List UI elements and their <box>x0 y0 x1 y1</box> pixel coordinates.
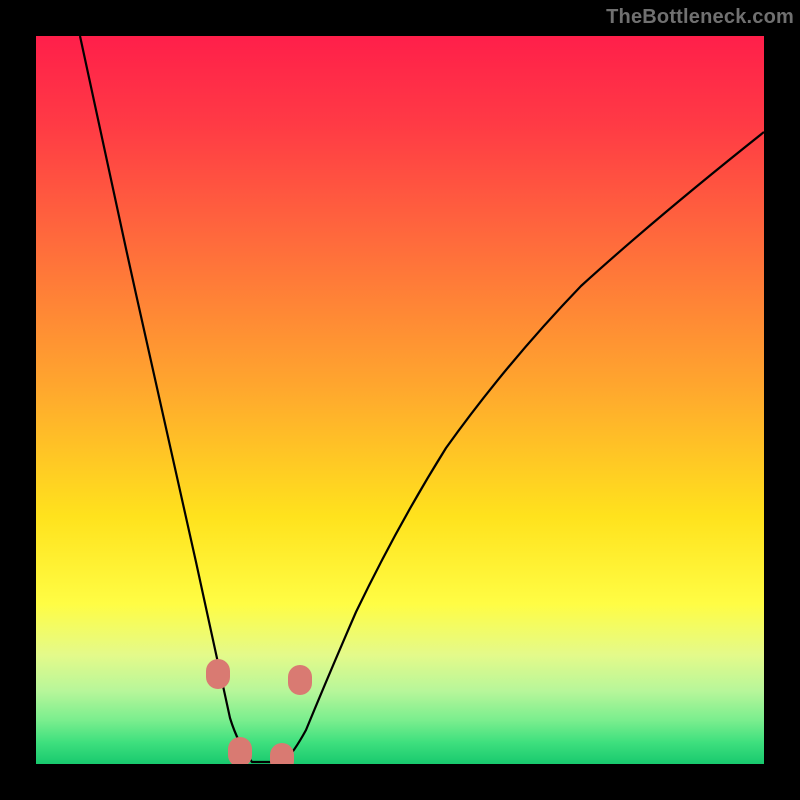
frame-bottom <box>0 764 800 800</box>
chart-plot <box>36 36 764 764</box>
marker <box>228 737 252 767</box>
marker <box>206 659 230 689</box>
frame-left <box>0 0 36 800</box>
frame-right <box>764 0 800 800</box>
attribution-label: TheBottleneck.com <box>606 6 794 29</box>
marker <box>288 665 312 695</box>
curve-markers <box>36 36 764 764</box>
